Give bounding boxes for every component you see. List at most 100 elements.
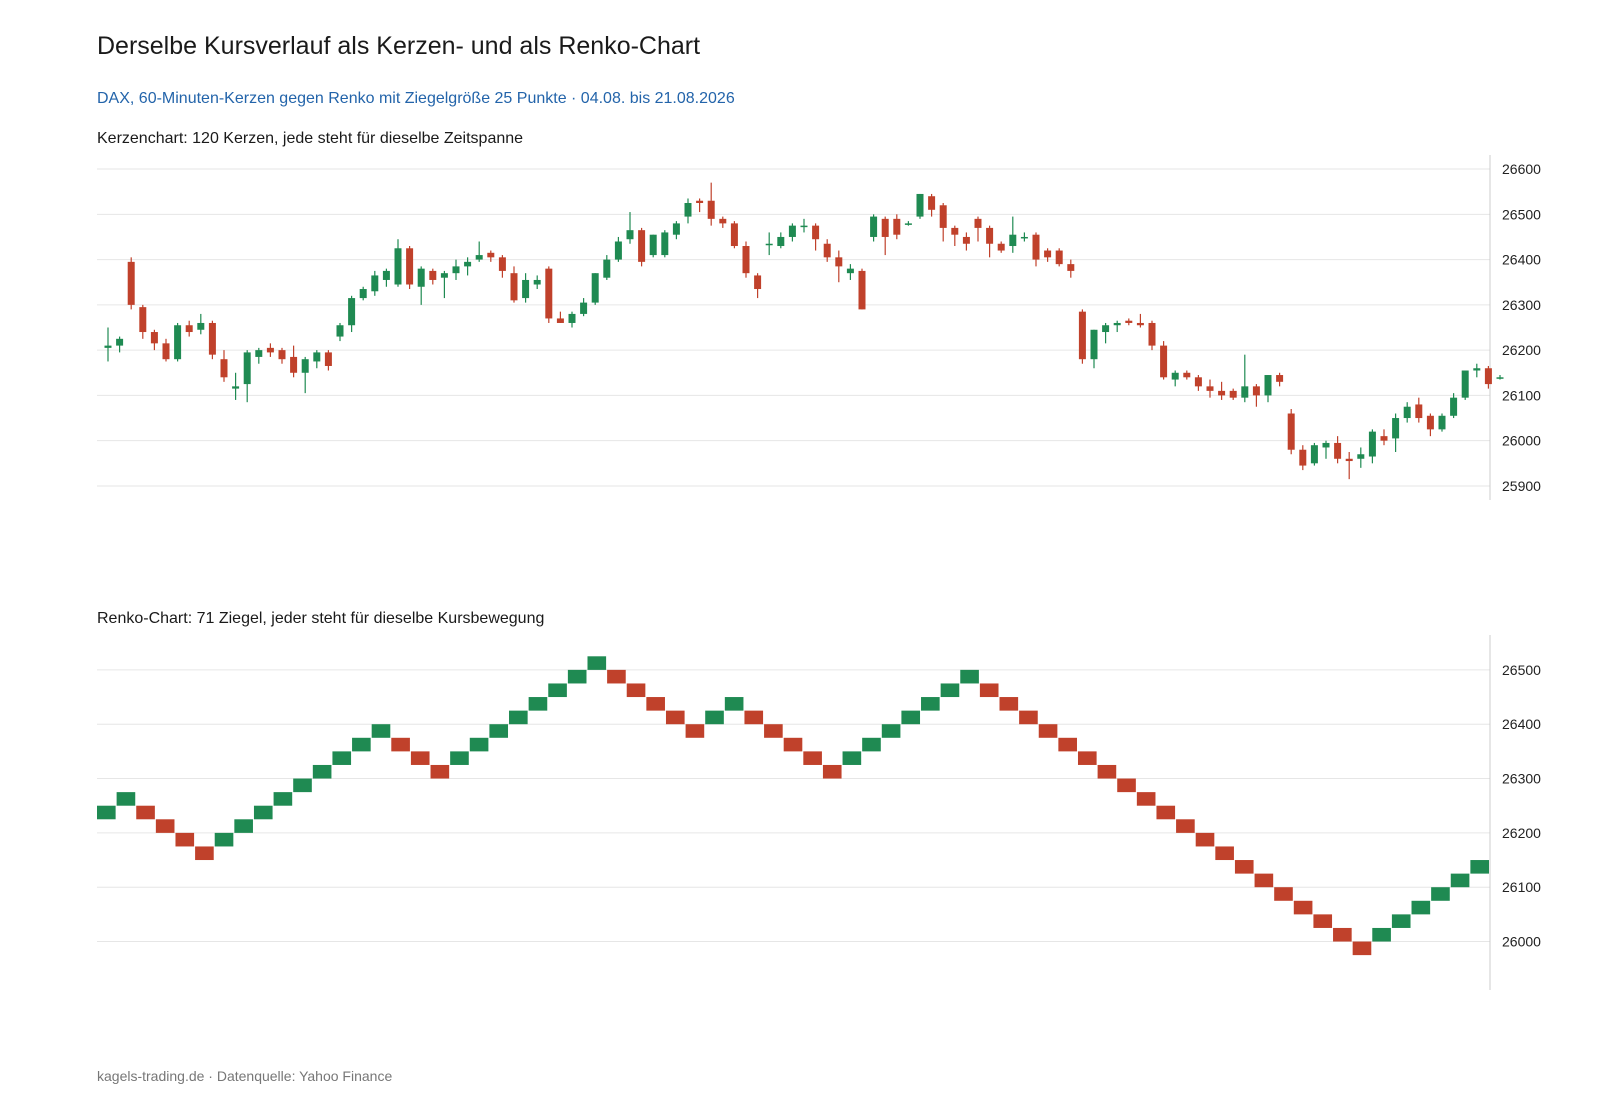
- candle: [742, 241, 750, 278]
- candle: [1032, 232, 1040, 267]
- candle-body-down: [150, 332, 158, 344]
- candle: [556, 311, 564, 323]
- candle: [1426, 413, 1434, 437]
- candle-body-down: [498, 257, 506, 271]
- candle-body-up: [904, 223, 912, 225]
- candle-body-down: [1125, 320, 1133, 323]
- candle: [1357, 447, 1365, 468]
- candle-body-down: [1299, 449, 1307, 466]
- candle: [1345, 451, 1353, 480]
- renko-brick-up: [469, 737, 489, 752]
- candle: [290, 345, 298, 378]
- candle-body-up: [533, 279, 541, 285]
- renko-brick-down: [155, 819, 175, 833]
- candle: [962, 232, 970, 251]
- candle-body-up: [313, 352, 321, 362]
- renko-brick-up: [293, 778, 312, 793]
- candle: [464, 257, 472, 276]
- candle: [719, 216, 727, 228]
- candle: [162, 338, 170, 362]
- renko-brick-down: [1333, 927, 1352, 942]
- candle: [603, 255, 611, 280]
- candle: [881, 216, 889, 256]
- y-tick-label: 26000: [1502, 934, 1541, 950]
- renko-brick-down: [1274, 887, 1293, 901]
- candle-body-up: [765, 243, 773, 246]
- candle: [1380, 429, 1388, 446]
- candle-body-down: [742, 246, 750, 274]
- candle: [1473, 363, 1481, 378]
- y-tick-label: 26600: [1502, 161, 1541, 177]
- candle-body-up: [1496, 377, 1504, 379]
- renko-brick-up: [1372, 927, 1391, 942]
- candle: [220, 350, 228, 382]
- renko-brick-up: [921, 697, 940, 711]
- candle-body-up: [348, 298, 356, 326]
- y-tick-label: 26100: [1502, 879, 1541, 895]
- candle-body-up: [614, 241, 622, 260]
- renko-brick-down: [646, 697, 665, 711]
- y-tick-label: 26300: [1502, 297, 1541, 313]
- chart-title: Derselbe Kursverlauf als Kerzen- und als…: [97, 32, 701, 60]
- candle-body-up: [371, 275, 379, 292]
- candle-body-down: [719, 218, 727, 224]
- candle-body-up: [475, 255, 483, 260]
- candle-body-down: [939, 205, 947, 228]
- candle-body-down: [881, 218, 889, 237]
- renko-brick-down: [607, 669, 626, 684]
- candle-body-up: [522, 279, 530, 299]
- candle-body-down: [324, 352, 332, 366]
- candle-body-down: [266, 347, 274, 353]
- candle: [916, 193, 924, 219]
- candle: [1229, 388, 1237, 400]
- candle-body-up: [1009, 234, 1017, 247]
- candle: [904, 221, 912, 226]
- candle-body-down: [406, 248, 414, 285]
- candle-body-up: [440, 273, 448, 278]
- renko-brick-up: [881, 724, 901, 738]
- chart-subtitle: DAX, 60-Minuten-Kerzen gegen Renko mit Z…: [97, 90, 735, 107]
- candle-body-down: [1055, 250, 1063, 265]
- candle: [324, 350, 332, 371]
- renko-brick-up: [724, 697, 744, 711]
- candle-body-up: [1450, 397, 1458, 416]
- candle: [568, 311, 576, 328]
- renko-brick-down: [979, 683, 999, 698]
- candle-body-down: [951, 227, 959, 235]
- candle-body-down: [1183, 372, 1191, 378]
- candle-body-down: [1276, 375, 1284, 382]
- candle-body-down: [220, 359, 228, 378]
- candle-body-down: [1136, 322, 1144, 326]
- candle: [313, 350, 321, 369]
- y-tick-label: 26100: [1502, 387, 1541, 403]
- candle-body-down: [638, 230, 646, 262]
- candle-body-up: [452, 266, 460, 274]
- candle-body-down: [510, 273, 518, 301]
- candle-body-down: [1252, 386, 1260, 396]
- renko-brick-down: [744, 710, 764, 725]
- renko-brick-down: [175, 832, 195, 847]
- candle-body-up: [174, 325, 182, 360]
- candle-body-up: [301, 359, 309, 373]
- candle-body-down: [974, 218, 982, 228]
- candle: [1310, 442, 1318, 466]
- candle: [417, 266, 425, 305]
- renko-brick-up: [1411, 900, 1431, 915]
- candle: [672, 221, 680, 240]
- candle-body-down: [1287, 413, 1295, 450]
- candle-body-down: [1415, 404, 1423, 419]
- candle-body-up: [255, 350, 263, 357]
- renko-brick-up: [587, 656, 607, 670]
- candle-body-up: [1264, 375, 1272, 396]
- candle-body-up: [382, 270, 390, 280]
- candle: [661, 230, 669, 258]
- candle: [1171, 370, 1179, 387]
- candle: [638, 227, 646, 267]
- renko-brick-down: [1097, 764, 1117, 779]
- candle: [1206, 379, 1214, 398]
- candle: [197, 313, 205, 335]
- candle-body-up: [1020, 236, 1028, 239]
- candle: [1113, 320, 1121, 333]
- candle-body-down: [1426, 415, 1434, 430]
- renko-brick-down: [136, 805, 155, 820]
